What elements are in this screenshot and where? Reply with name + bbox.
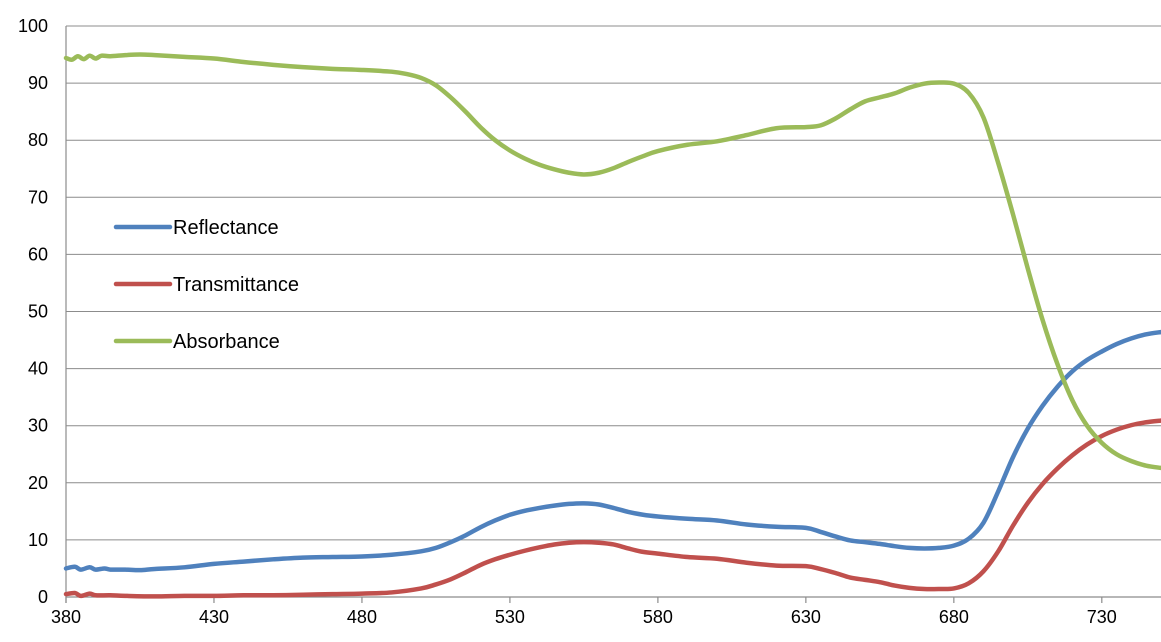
series-line-absorbance (63, 52, 1161, 471)
legend: Reflectance Transmittance Absorbance (113, 217, 299, 353)
legend-label-reflectance: Reflectance (173, 217, 279, 239)
gridlines (66, 25, 1161, 541)
legend-label-transmittance: Transmittance (173, 274, 299, 296)
y-tick-label: 80 (28, 130, 48, 150)
x-tick-label: 430 (199, 607, 229, 627)
y-tick-label: 90 (28, 73, 48, 93)
x-tick-label: 730 (1087, 607, 1117, 627)
x-tick-label: 630 (791, 607, 821, 627)
x-tick-label: 530 (495, 607, 525, 627)
x-tick-label: 680 (939, 607, 969, 627)
y-tick-label: 30 (28, 416, 48, 436)
y-tick-label: 60 (28, 244, 48, 264)
axes: 0 10 20 30 40 50 60 70 80 90 100 380 430 480 530 580 630… (18, 16, 1161, 627)
series-line-transmittance (63, 418, 1161, 599)
y-tick-label: 50 (28, 302, 48, 322)
series-lines (63, 52, 1161, 599)
x-tick-label: 480 (347, 607, 377, 627)
y-tick-label: 10 (28, 530, 48, 550)
y-tick-label: 100 (18, 16, 48, 36)
x-tick-label: 580 (643, 607, 673, 627)
y-tick-label: 70 (28, 187, 48, 207)
x-tick-label: 380 (51, 607, 81, 627)
legend-label-absorbance: Absorbance (173, 331, 280, 353)
series-line-reflectance (63, 329, 1161, 573)
y-tick-label: 0 (38, 587, 48, 607)
y-tick-label: 20 (28, 473, 48, 493)
y-tick-label: 40 (28, 359, 48, 379)
